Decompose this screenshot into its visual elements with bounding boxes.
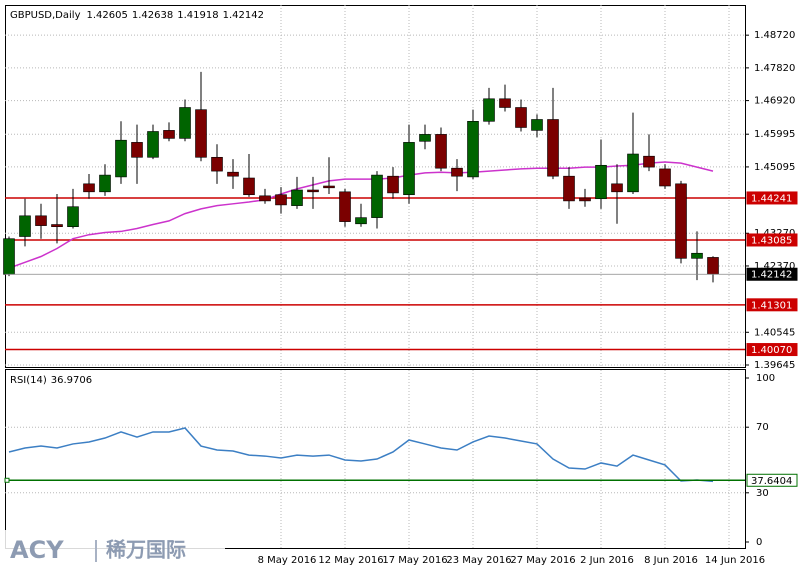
candle-body — [467, 121, 479, 178]
logo-name: 稀万国际 — [106, 538, 186, 562]
candle-body — [691, 252, 703, 259]
candle-body — [531, 119, 543, 131]
chart-header: GBPUSD,Daily 1.42605 1.42638 1.41918 1.42142 — [10, 10, 264, 21]
header-high: 1.42638 — [132, 10, 173, 21]
header-close: 1.42142 — [223, 10, 264, 21]
candle-body — [67, 206, 79, 228]
price-label: 1.43085 — [751, 235, 792, 246]
candle-body — [339, 191, 351, 222]
candle-body — [515, 107, 527, 128]
rsi-tick-label: 0 — [756, 537, 762, 548]
candle-body — [147, 131, 159, 158]
rsi-tick-label: 30 — [756, 488, 769, 499]
header-low: 1.41918 — [177, 10, 218, 21]
candle-body — [643, 155, 655, 168]
candle-body — [291, 189, 303, 206]
y-tick-label: 1.46920 — [754, 96, 795, 107]
candle-body — [163, 130, 175, 139]
candle-body — [355, 217, 367, 225]
candle-body — [547, 119, 559, 177]
candle-body — [19, 215, 31, 237]
candle-body — [419, 134, 431, 142]
rsi-panel-frame — [5, 369, 746, 549]
logo: ACY 稀万国际 — [0, 530, 225, 574]
x-tick-label: 17 May 2016 — [382, 555, 447, 566]
candle-body — [403, 142, 415, 196]
candle-body — [675, 183, 687, 259]
candle-body — [323, 185, 335, 189]
candle-body — [707, 257, 719, 275]
candle-body — [595, 164, 607, 200]
price-label: 1.42142 — [751, 270, 792, 281]
price-label-box — [746, 233, 798, 247]
candle-body — [579, 197, 591, 202]
candle-body — [387, 175, 399, 194]
x-tick-label: 2 Jun 2016 — [580, 555, 634, 566]
price-label-box — [746, 298, 798, 312]
logo-brand: ACY — [10, 536, 64, 564]
x-tick-label: 8 Jun 2016 — [644, 555, 698, 566]
header-open: 1.42605 — [87, 10, 128, 21]
price-label: 1.41301 — [751, 300, 792, 311]
y-tick-label: 1.47820 — [754, 63, 795, 74]
price-panel-frame — [5, 5, 746, 368]
plot-layer: 1.487201.478201.469201.459951.450951.432… — [3, 5, 798, 566]
candle-body — [307, 189, 319, 193]
candle-body — [435, 134, 447, 169]
candle-body — [35, 215, 47, 226]
y-tick-label: 1.45095 — [754, 162, 795, 173]
candle-body — [243, 177, 255, 196]
price-label: 1.40070 — [751, 345, 792, 356]
candle-body — [99, 174, 111, 193]
candle-body — [451, 167, 463, 177]
candle-body — [275, 194, 287, 206]
candle-body — [563, 175, 575, 202]
candle-body — [259, 195, 271, 202]
rsi-level-anchor — [4, 477, 10, 483]
y-tick-label: 1.40545 — [754, 327, 795, 338]
price-label-box — [746, 473, 798, 487]
candle-body — [483, 98, 495, 122]
rsi-line — [8, 427, 714, 483]
candle-body — [3, 238, 15, 275]
x-tick-label: 12 May 2016 — [318, 555, 383, 566]
candle-body — [115, 139, 127, 178]
rsi-current: 36.9706 — [51, 375, 92, 386]
price-label: 37.6404 — [751, 476, 792, 487]
x-tick-label: 23 May 2016 — [446, 555, 511, 566]
rsi-tick-label: 70 — [756, 422, 769, 433]
x-tick-label: 27 May 2016 — [510, 555, 575, 566]
candle-body — [659, 168, 671, 187]
candle-body — [499, 98, 511, 108]
y-tick-label: 1.39645 — [754, 360, 795, 371]
candle-body — [371, 174, 383, 218]
candle-body — [195, 109, 207, 158]
candle-body — [179, 107, 191, 139]
candle-body — [627, 153, 639, 193]
candle-body — [131, 142, 143, 158]
rsi-title: RSI(14) — [10, 375, 47, 386]
rsi-header: RSI(14) 36.9706 — [10, 375, 92, 386]
candle-body — [611, 183, 623, 193]
candle-body — [227, 171, 239, 177]
x-tick-label: 8 May 2016 — [258, 555, 317, 566]
y-tick-label: 1.42370 — [754, 261, 795, 272]
rsi-tick-label: 100 — [756, 373, 775, 384]
candle-body — [83, 183, 95, 193]
y-tick-label: 1.48720 — [754, 30, 795, 41]
candle-body — [51, 224, 63, 228]
price-label: 1.44241 — [751, 193, 792, 204]
x-tick-label: 14 Jun 2016 — [705, 555, 765, 566]
y-tick-label: 1.45995 — [754, 129, 795, 140]
logo-backdrop — [0, 530, 225, 574]
candle-body — [211, 156, 223, 172]
symbol: GBPUSD,Daily — [10, 10, 81, 21]
price-label-box — [746, 267, 798, 281]
price-label-box — [746, 191, 798, 205]
price-label-box — [746, 343, 798, 357]
